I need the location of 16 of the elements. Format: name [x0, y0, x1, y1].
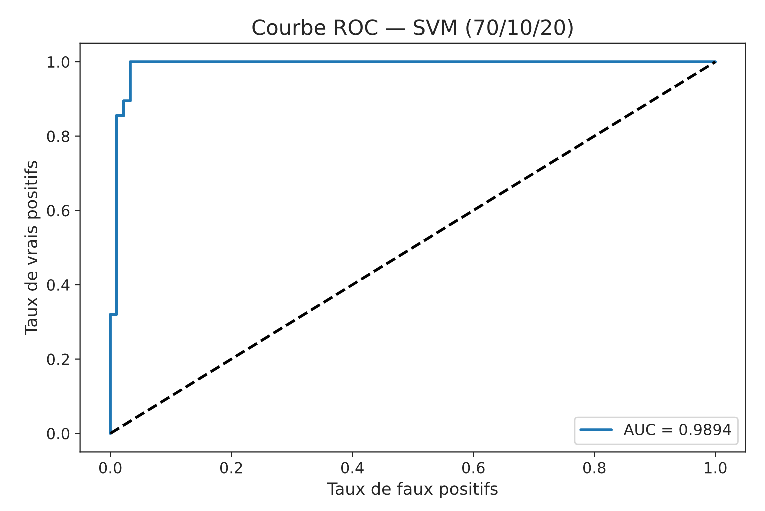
y-tick-label: 0.0 — [47, 428, 70, 440]
x-axis-title: Taux de faux positifs — [327, 482, 498, 498]
y-tick-label: 0.2 — [47, 354, 70, 366]
y-tick-label: 0.4 — [47, 279, 70, 292]
chart-title: Courbe ROC — SVM (70/10/20) — [252, 19, 573, 38]
x-tick-label: 0.2 — [220, 462, 242, 474]
y-axis-title: Taux de vrais positifs — [24, 161, 41, 336]
y-tick-label: 0.8 — [47, 130, 70, 142]
x-tick-label: 0.4 — [341, 462, 364, 474]
legend-label: AUC = 0.9894 — [624, 424, 732, 436]
x-tick-label: 0.8 — [583, 462, 606, 474]
y-tick-label: 0.6 — [47, 205, 70, 217]
x-tick-label: 0.6 — [462, 462, 485, 474]
x-tick-label: 1.0 — [705, 462, 727, 474]
y-tick-label: 1.0 — [48, 56, 70, 68]
x-tick-label: 0.0 — [99, 462, 122, 474]
